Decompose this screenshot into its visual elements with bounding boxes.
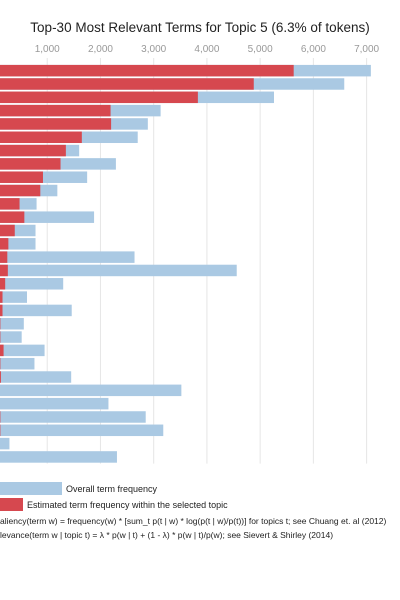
topic-frequency-bar[interactable] <box>0 144 66 157</box>
overall-frequency-bar[interactable] <box>0 238 36 250</box>
x-tick-label: 4,000 <box>194 44 219 55</box>
overall-frequency-bar[interactable] <box>0 264 237 277</box>
relevance-formula: levance(term w | topic t) = λ * p(w | t)… <box>0 530 334 540</box>
topic-frequency-bar[interactable] <box>0 371 1 383</box>
x-tick-label: 2,000 <box>88 44 113 55</box>
topic-frequency-bar[interactable] <box>0 224 15 237</box>
legend-swatch-overall <box>0 482 62 495</box>
topic-frequency-bar[interactable] <box>0 238 9 250</box>
chart-title: Top-30 Most Relevant Terms for Topic 5 (… <box>30 20 369 35</box>
saliency-formula: aliency(term w) = frequency(w) * [sum_t … <box>0 516 387 526</box>
topic-frequency-bar[interactable] <box>0 278 6 290</box>
topic-frequency-bar[interactable] <box>0 171 43 183</box>
overall-frequency-bar[interactable] <box>0 317 24 330</box>
topic-frequency-bar[interactable] <box>0 198 20 210</box>
topic-frequency-bar[interactable] <box>0 118 112 130</box>
legend-label-topic: Estimated term frequency within the sele… <box>27 500 228 510</box>
x-tick-label: 3,000 <box>141 44 166 55</box>
legend: Overall term frequency Estimated term fr… <box>0 482 228 511</box>
topic-frequency-bar[interactable] <box>0 131 82 144</box>
overall-frequency-bar[interactable] <box>0 371 72 383</box>
overall-frequency-bar[interactable] <box>0 424 164 437</box>
topic-frequency-bar[interactable] <box>0 291 3 303</box>
topic-frequency-bar[interactable] <box>0 344 4 357</box>
topic-frequency-bar[interactable] <box>0 158 61 170</box>
overall-frequency-bar[interactable] <box>0 171 88 183</box>
overall-frequency-bar[interactable] <box>0 331 22 343</box>
x-tick-label: 1,000 <box>35 44 60 55</box>
overall-frequency-bar[interactable] <box>0 384 182 397</box>
topic-frequency-bar[interactable] <box>0 78 254 90</box>
x-tick-label: 6,000 <box>301 44 326 55</box>
overall-frequency-bar[interactable] <box>0 451 117 463</box>
overall-frequency-bar[interactable] <box>0 397 109 410</box>
overall-frequency-bar[interactable] <box>0 437 10 450</box>
overall-frequency-bar[interactable] <box>0 251 135 263</box>
x-tick-label: 7,000 <box>354 44 379 55</box>
topic-frequency-bar[interactable] <box>0 211 25 223</box>
overall-frequency-bar[interactable] <box>0 411 146 423</box>
overall-frequency-bar[interactable] <box>0 304 72 317</box>
overall-frequency-bar[interactable] <box>0 224 36 237</box>
overall-frequency-bar[interactable] <box>0 291 28 303</box>
legend-swatch-topic <box>0 498 23 511</box>
term-bars <box>0 64 371 463</box>
topic-frequency-bar[interactable] <box>0 184 41 197</box>
topic-frequency-bar[interactable] <box>0 64 294 77</box>
legend-label-overall: Overall term frequency <box>66 484 158 494</box>
overall-frequency-bar[interactable] <box>0 211 95 223</box>
topic-frequency-bar[interactable] <box>0 264 8 277</box>
overall-frequency-bar[interactable] <box>0 357 35 370</box>
x-tick-label: 5,000 <box>248 44 273 55</box>
overall-frequency-bar[interactable] <box>0 344 45 357</box>
overall-frequency-bar[interactable] <box>0 278 64 290</box>
topic-frequency-bar[interactable] <box>0 304 3 317</box>
topic-frequency-bar[interactable] <box>0 104 111 117</box>
topic-frequency-bar[interactable] <box>0 251 8 263</box>
topic-frequency-bar[interactable] <box>0 91 198 104</box>
